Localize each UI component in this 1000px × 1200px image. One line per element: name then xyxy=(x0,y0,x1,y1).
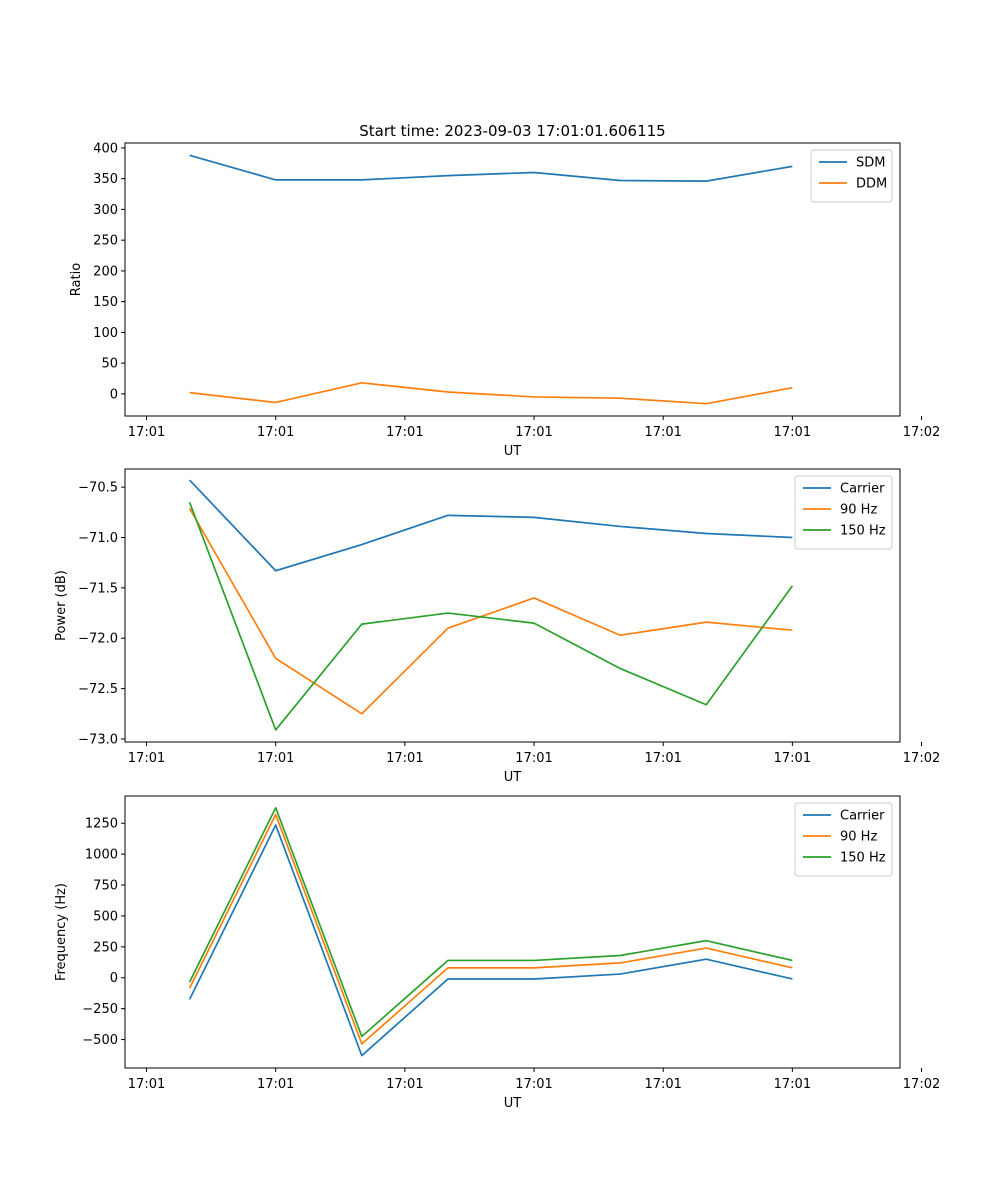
frequency-y-tick-label: 1250 xyxy=(85,817,118,832)
frequency-x-tick-label: 17:01 xyxy=(386,1077,423,1092)
power-y-tick-label: −72.5 xyxy=(78,682,118,697)
ratio-y-tick-label: 350 xyxy=(93,172,118,187)
frequency-x-tick-label: 17:01 xyxy=(644,1077,681,1092)
frequency-x-tick-label: 17:01 xyxy=(515,1077,552,1092)
frequency-series-line-90-hz xyxy=(188,813,793,1045)
power-y-axis-label: Power (dB) xyxy=(54,570,69,641)
frequency-axes-frame xyxy=(124,795,901,1069)
power-x-tick-label: 17:01 xyxy=(386,751,423,766)
frequency-y-axis-label: Frequency (Hz) xyxy=(54,883,69,981)
power-x-tick-label: 17:01 xyxy=(515,751,552,766)
frequency-x-tick-label: 17:01 xyxy=(128,1077,165,1092)
ratio-legend-label-ddm: DDM xyxy=(856,177,887,192)
power-x-tick-label: 17:01 xyxy=(257,751,294,766)
ratio-panel: 17:01 17:01 17:01 17:01 17:01 17:01 17:02 0 50 10… xyxy=(69,141,940,459)
ratio-x-tick-label: 17:01 xyxy=(774,425,811,440)
ratio-y-tick-label: 200 xyxy=(93,264,118,279)
frequency-y-tick-label: 1000 xyxy=(85,848,118,863)
ratio-x-tick-label: 17:01 xyxy=(257,425,294,440)
power-axes-frame xyxy=(124,468,901,743)
ratio-legend-label-sdm: SDM xyxy=(856,156,885,171)
ratio-y-tick-label: 400 xyxy=(93,141,118,156)
ratio-x-tick-label: 17:01 xyxy=(128,425,165,440)
plots-container: 17:01 17:01 17:01 17:01 17:01 17:01 17:02 0 50 10… xyxy=(54,141,940,1111)
ratio-series-line-sdm xyxy=(189,154,793,182)
power-legend-label-carrier: Carrier xyxy=(840,482,885,497)
ratio-x-tick-label: 17:01 xyxy=(515,425,552,440)
power-y-tick-label: −71.5 xyxy=(78,581,118,596)
ratio-y-tick-label: 50 xyxy=(101,357,118,372)
ratio-y-tick-label: 0 xyxy=(110,387,118,402)
frequency-series-line-carrier xyxy=(188,824,793,1057)
power-x-tick-label: 17:01 xyxy=(128,751,165,766)
frequency-y-tick-label: 500 xyxy=(93,909,118,924)
ratio-x-tick-label: 17:01 xyxy=(644,425,681,440)
frequency-x-tick-label: 17:01 xyxy=(774,1077,811,1092)
power-y-tick-label: −71.0 xyxy=(78,531,118,546)
power-legend: Carrier 90 Hz 150 Hz xyxy=(794,475,893,550)
frequency-y-tick-label: −500 xyxy=(82,1033,118,1048)
frequency-series-line-150-hz xyxy=(188,806,793,1038)
frequency-y-tick-label: 0 xyxy=(110,971,118,986)
figure-title: Start time: 2023-09-03 17:01:01.606115 xyxy=(359,122,665,140)
ratio-y-tick-label: 100 xyxy=(93,326,118,341)
frequency-y-tick-label: 750 xyxy=(93,879,118,894)
ratio-y-axis-label: Ratio xyxy=(69,263,84,296)
frequency-y-tick-label: 250 xyxy=(93,940,118,955)
power-x-tick-label: 17:02 xyxy=(903,751,940,766)
ratio-series-line-ddm xyxy=(189,381,793,405)
frequency-panel: 17:01 17:01 17:01 17:01 17:01 17:01 17:02 −500 −… xyxy=(54,795,940,1111)
ratio-legend-box xyxy=(810,149,893,203)
power-x-tick-label: 17:01 xyxy=(644,751,681,766)
frequency-legend-label-150-hz: 150 Hz xyxy=(840,851,886,866)
ratio-axes-frame xyxy=(124,142,901,417)
ratio-x-tick-label: 17:02 xyxy=(903,425,940,440)
power-series-line-150-hz xyxy=(188,501,794,731)
frequency-legend: Carrier 90 Hz 150 Hz xyxy=(794,802,893,877)
frequency-x-axis-label: UT xyxy=(504,1096,522,1111)
power-legend-label-150-hz: 150 Hz xyxy=(840,524,886,539)
ratio-y-tick-label: 150 xyxy=(93,295,118,310)
ratio-y-tick-label: 300 xyxy=(93,203,118,218)
ratio-x-tick-label: 17:01 xyxy=(386,425,423,440)
power-series-line-carrier xyxy=(188,479,793,572)
power-y-tick-label: −72.0 xyxy=(78,632,118,647)
power-x-tick-label: 17:01 xyxy=(774,751,811,766)
power-x-axis-label: UT xyxy=(504,770,522,785)
frequency-x-tick-label: 17:01 xyxy=(257,1077,294,1092)
power-panel: 17:01 17:01 17:01 17:01 17:01 17:01 17:02 −73.0… xyxy=(54,468,940,785)
frequency-x-tick-label: 17:02 xyxy=(903,1077,940,1092)
frequency-legend-label-90-hz: 90 Hz xyxy=(840,830,877,845)
ratio-x-axis-label: UT xyxy=(504,444,522,459)
power-legend-label-90-hz: 90 Hz xyxy=(840,503,877,518)
power-y-tick-label: −73.0 xyxy=(78,732,118,747)
power-series-line-90-hz xyxy=(188,507,793,715)
power-y-tick-label: −70.5 xyxy=(78,481,118,496)
ratio-y-tick-label: 250 xyxy=(93,234,118,249)
frequency-legend-label-carrier: Carrier xyxy=(840,809,885,824)
ratio-legend: SDM DDM xyxy=(810,149,893,203)
frequency-y-tick-label: −250 xyxy=(82,1002,118,1017)
